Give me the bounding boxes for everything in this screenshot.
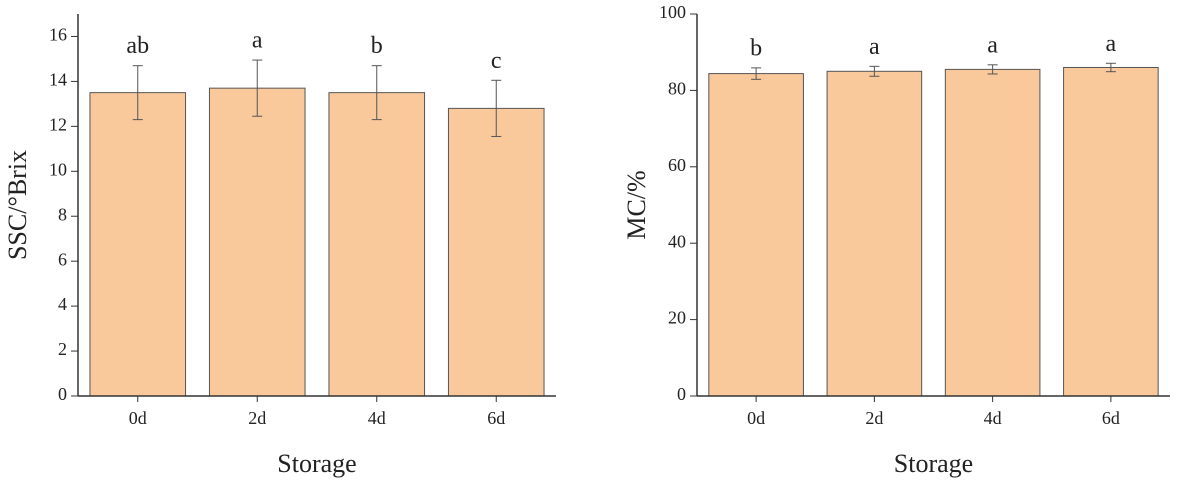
y-tick-label: 12 (49, 114, 67, 134)
y-tick-label: 8 (58, 204, 67, 224)
bar (89, 92, 187, 397)
bar (944, 68, 1041, 397)
bar (826, 70, 923, 397)
x-axis-title: Storage (277, 449, 356, 478)
y-tick-label: 10 (49, 159, 67, 179)
x-tick-label: 4d (368, 408, 386, 428)
significance-letter: a (252, 28, 263, 54)
x-axis-title: Storage (894, 449, 973, 478)
bar (1063, 66, 1159, 397)
significance-letter: a (987, 32, 998, 58)
y-axis-title: SSC/°Brix (3, 150, 32, 260)
bar (447, 107, 545, 397)
x-tick-label: 6d (487, 408, 505, 428)
y-tick-label: 40 (668, 231, 686, 251)
x-tick-label: 6d (1102, 408, 1120, 428)
significance-letter: b (371, 33, 383, 59)
y-tick-label: 80 (668, 79, 686, 99)
x-tick-label: 0d (129, 408, 147, 428)
chart: ab 0d a 2d b 4d c 6d 0 2 4 6 8 10 12 14 16 Storage SSC/°Br… (3, 14, 556, 478)
significance-letter: b (750, 35, 762, 61)
bar (708, 73, 804, 397)
x-tick-label: 4d (984, 408, 1002, 428)
y-tick-label: 0 (677, 384, 686, 404)
significance-letter: a (1106, 31, 1117, 57)
y-axis-title: MC/% (622, 170, 651, 239)
chart: b 0d a 2d a 4d a 6d 0 20 40 60 80 100 Storage MC/% (622, 2, 1170, 478)
y-tick-label: 0 (58, 384, 67, 404)
x-tick-label: 0d (747, 408, 765, 428)
bar (208, 87, 306, 397)
bar (328, 92, 426, 397)
y-tick-label: 14 (49, 70, 67, 90)
y-tick-label: 100 (659, 2, 686, 22)
y-tick-label: 20 (668, 308, 686, 328)
y-tick-label: 6 (58, 249, 67, 269)
y-tick-label: 4 (58, 294, 67, 314)
significance-letter: ab (126, 33, 149, 59)
y-tick-label: 16 (49, 25, 67, 45)
significance-letter: c (491, 48, 502, 74)
x-tick-label: 2d (248, 408, 266, 428)
y-tick-label: 2 (58, 339, 67, 359)
significance-letter: a (869, 34, 880, 60)
y-tick-label: 60 (668, 155, 686, 175)
x-tick-label: 2d (865, 408, 883, 428)
